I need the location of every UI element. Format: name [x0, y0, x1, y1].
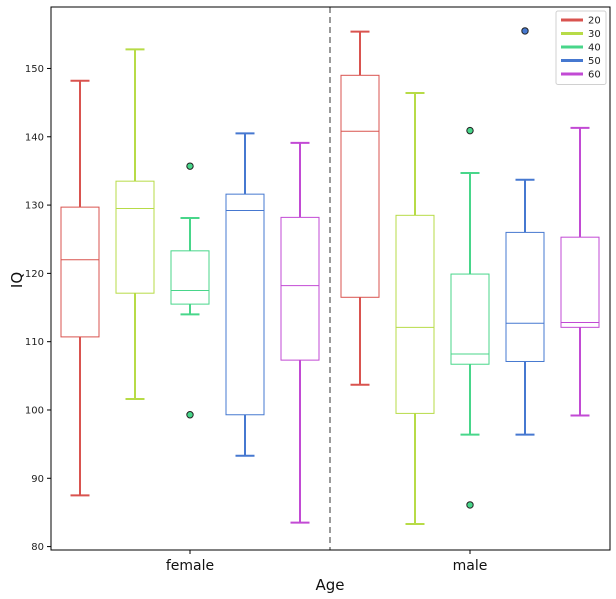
box-60-male — [560, 126, 600, 417]
x-tick-label-female: female — [166, 558, 214, 574]
legend-label: 60 — [588, 70, 601, 81]
box-50-male — [505, 27, 545, 436]
box-50-female — [225, 132, 265, 457]
outlier-point — [186, 162, 194, 170]
y-tick-label: 130 — [25, 201, 44, 212]
outlier-point — [521, 27, 529, 35]
y-tick-label: 80 — [31, 542, 44, 553]
y-tick-label: 110 — [25, 337, 44, 348]
x-axis-title: Age — [315, 576, 344, 594]
y-tick-label: 140 — [25, 132, 44, 143]
outlier-point — [466, 501, 474, 509]
box-30-female — [115, 48, 155, 401]
box-iqr — [395, 214, 435, 414]
box-iqr — [280, 216, 320, 361]
legend-label: 40 — [588, 43, 601, 54]
box-iqr — [505, 231, 545, 362]
y-tick-label: 100 — [25, 405, 44, 416]
box-iqr — [340, 74, 380, 298]
box-iqr — [60, 206, 100, 338]
box-40-male — [450, 126, 490, 509]
box-30-male — [395, 92, 435, 526]
box-iqr — [450, 273, 490, 365]
box-iqr — [560, 236, 600, 328]
legend-item-20: 20 — [561, 16, 601, 27]
legend-label: 50 — [588, 56, 601, 67]
y-tick-label: 90 — [31, 474, 44, 485]
plot-frame — [50, 6, 611, 551]
outlier-point — [466, 126, 474, 135]
legend-item-30: 30 — [561, 29, 601, 40]
legend-item-60: 60 — [561, 70, 601, 81]
box-40-female — [170, 162, 210, 419]
box-iqr — [225, 193, 265, 416]
legend-label: 20 — [588, 16, 601, 27]
x-tick-label-male: male — [453, 558, 488, 574]
box-iqr — [115, 180, 155, 294]
box-60-female — [280, 141, 320, 524]
outlier-point — [186, 411, 194, 419]
legend-label: 30 — [588, 29, 601, 40]
legend-item-40: 40 — [561, 43, 601, 54]
box-20-female — [60, 79, 100, 497]
y-tick-label: 120 — [25, 269, 44, 280]
box-iqr — [170, 250, 210, 305]
y-axis-title: IQ — [8, 272, 26, 288]
y-tick-label: 150 — [25, 64, 44, 75]
legend: 20 30 40 50 60 — [555, 10, 607, 85]
box-20-male — [340, 30, 380, 386]
legend-item-50: 50 — [561, 56, 601, 67]
